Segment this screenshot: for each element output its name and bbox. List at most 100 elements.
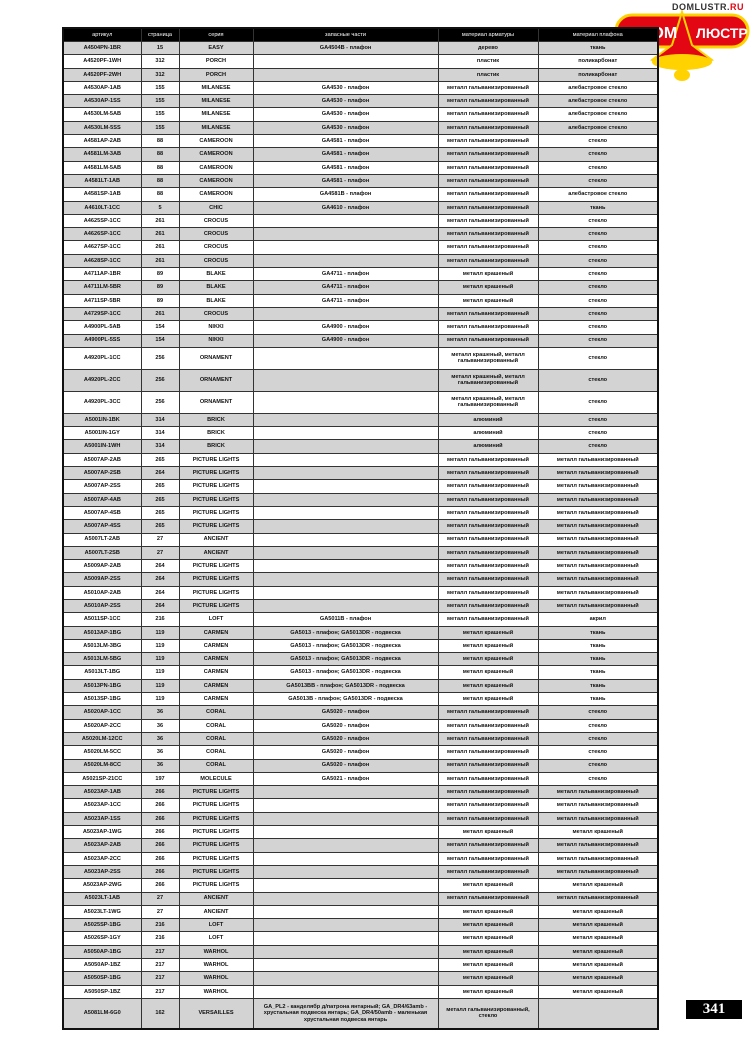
page-number: 341 (686, 1000, 742, 1019)
table-row: A4520PF-1WH 312 PORCH пластик поликарбонат (62, 54, 659, 69)
cell-series: BLAKE (178, 267, 254, 282)
table-row: A5081LM-6G0 162 VERSAILLES GA_PL2 - канделя… (62, 997, 659, 1030)
cell-series: PICTURE LIGHTS (178, 798, 254, 813)
table-row: A5023LT-1AB 27 ANCIENT металл гальванизиров… (62, 891, 659, 906)
cell-frame-material: металл гальванизированный (437, 306, 539, 322)
cell-shade-material: алебастровое стекло (537, 120, 659, 136)
cell-frame-material: металл гальванизированный (437, 612, 539, 627)
cell-article: A5007AP-2SS (62, 479, 142, 494)
cell-spare-parts: GA4504B - плафон (252, 40, 439, 56)
cell-article: A5050AP-1BZ (62, 957, 142, 973)
cell-spare-parts (252, 439, 439, 454)
cell-page: 261 (140, 240, 180, 255)
cell-frame-material: металл гальванизированный (437, 745, 539, 760)
cell-series: PICTURE LIGHTS (178, 452, 254, 468)
cell-shade-material: ткань (537, 638, 659, 654)
table-row: A5020AP-1CC 36 CORAL GA5020 - плафон металл … (62, 705, 659, 720)
cell-series: PICTURE LIGHTS (178, 585, 254, 600)
cell-page: 217 (140, 944, 180, 960)
cell-shade-material: металл гальванизированный (537, 545, 659, 561)
cell-page: 154 (140, 320, 180, 335)
cell-page: 256 (140, 368, 180, 392)
cell-page: 5 (140, 200, 180, 215)
cell-page: 264 (140, 466, 180, 481)
cell-page: 265 (140, 519, 180, 534)
cell-page: 88 (140, 147, 180, 162)
cell-frame-material: металл крашеный (437, 931, 539, 946)
cell-shade-material: ткань (537, 678, 659, 694)
cell-spare-parts (252, 864, 439, 880)
cell-frame-material: металл крашеный (437, 918, 539, 933)
cell-article: A5009AP-2AB (62, 559, 142, 574)
cell-page: 216 (140, 931, 180, 946)
table-row: A5007AP-2SS 265 PICTURE LIGHTS металл гальв… (62, 479, 659, 494)
cell-spare-parts (252, 505, 439, 521)
cell-page: 154 (140, 333, 180, 348)
cell-frame-material: пластик (437, 54, 539, 69)
cell-page: 314 (140, 412, 180, 428)
cell-article: A5025SP-1BG (62, 918, 142, 933)
cell-page: 264 (140, 572, 180, 587)
cell-spare-parts (252, 240, 439, 255)
cell-article: A5007LT-2AB (62, 532, 142, 547)
table-row: A5050SP-1BZ 217 WARHOL металл крашеный метал… (62, 984, 659, 999)
table-row: A5025SP-1BG 216 LOFT металл крашеный металл … (62, 918, 659, 933)
cell-spare-parts (252, 971, 439, 986)
table-row: A4581AP-2AB 88 CAMEROON GA4581 - плафон мета… (62, 134, 659, 149)
cell-page: 15 (140, 40, 180, 56)
cell-spare-parts: GA5013BB - плафон; GA5013DR - подвеска (252, 678, 439, 694)
table-row: A5023AP-1AB 266 PICTURE LIGHTS металл гальв… (62, 785, 659, 800)
cell-article: A5007AP-4AB (62, 492, 142, 507)
cell-article: A5023AP-1AB (62, 785, 142, 800)
cell-page: 36 (140, 705, 180, 720)
cell-page: 256 (140, 346, 180, 370)
cell-spare-parts (252, 825, 439, 840)
cell-frame-material: металл гальванизированный (437, 320, 539, 335)
cell-shade-material: алебастровое стекло (537, 94, 659, 109)
cell-series: PICTURE LIGHTS (178, 519, 254, 534)
cell-frame-material: металл гальванизированный (437, 240, 539, 255)
table-row: A4920PL-3CC 256 ORNAMENT металл крашеный, м… (62, 390, 659, 414)
cell-series: PICTURE LIGHTS (178, 598, 254, 614)
cell-shade-material: стекло (537, 705, 659, 720)
cell-page: 261 (140, 213, 180, 229)
site-suffix: RU (730, 2, 744, 12)
cell-shade-material: стекло (537, 771, 659, 787)
cell-page: 89 (140, 267, 180, 282)
table-row: A5021SP-21CC 197 MOLECULE GA5021 - плафон ме… (62, 771, 659, 787)
cell-spare-parts (252, 426, 439, 441)
cell-series: VERSAILLES (178, 997, 254, 1030)
cell-article: A5001IN-1GY (62, 426, 142, 441)
cell-page: 155 (140, 107, 180, 122)
cell-article: A5026SP-1GY (62, 931, 142, 946)
cell-shade-material: стекло (537, 333, 659, 348)
header-series: серия (178, 27, 254, 42)
cell-spare-parts (252, 559, 439, 574)
cell-spare-parts (252, 798, 439, 813)
cell-series: PORCH (178, 54, 254, 69)
cell-spare-parts (252, 785, 439, 800)
cell-frame-material: металл гальванизированный (437, 213, 539, 229)
cell-frame-material: металл крашеный (437, 984, 539, 999)
cell-shade-material: металл гальванизированный (537, 798, 659, 813)
cell-spare-parts (252, 227, 439, 242)
cell-frame-material: металл гальванизированный (437, 94, 539, 109)
cell-article: A4530LM-5SS (62, 120, 142, 136)
table-row: A5023AP-2AB 266 PICTURE LIGHTS металл гальв… (62, 838, 659, 853)
cell-series: MILANESE (178, 120, 254, 136)
cell-shade-material: стекло (537, 718, 659, 733)
cell-spare-parts: GA5011B - плафон (252, 612, 439, 627)
cell-page: 266 (140, 851, 180, 866)
cell-series: ANCIENT (178, 545, 254, 561)
cell-shade-material: стекло (537, 147, 659, 162)
cell-series: CARMEN (178, 625, 254, 640)
cell-spare-parts (252, 931, 439, 946)
cell-shade-material: металл крашеный (537, 944, 659, 960)
cell-series: WARHOL (178, 971, 254, 986)
cell-spare-parts (252, 532, 439, 547)
cell-series: ANCIENT (178, 904, 254, 920)
cell-page: 27 (140, 904, 180, 920)
cell-frame-material: металл крашеный (437, 638, 539, 654)
cell-frame-material: металл гальванизированный (437, 80, 539, 96)
cell-frame-material: металл гальванизированный (437, 200, 539, 215)
